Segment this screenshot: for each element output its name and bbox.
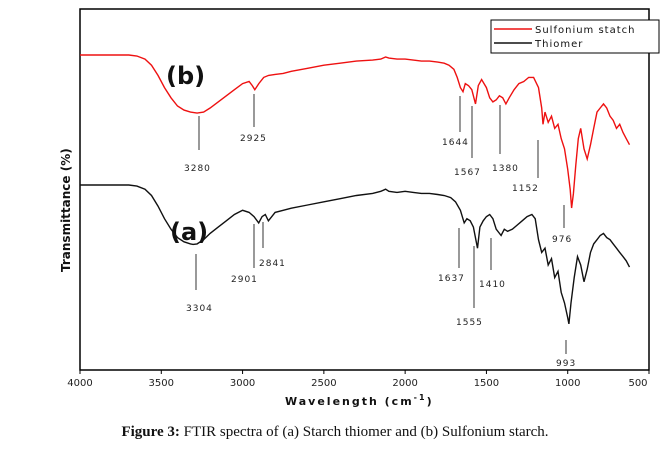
peak-label-2925: 2925 bbox=[240, 134, 267, 144]
x-tick-label-3000: 3000 bbox=[230, 378, 255, 389]
x-tick-label-500: 500 bbox=[628, 378, 647, 389]
figure-caption: Figure 3: FTIR spectra of (a) Starch thi… bbox=[0, 424, 670, 441]
peak-label-3304: 3304 bbox=[186, 304, 213, 314]
x-axis-label: Wavelength (cm-1) bbox=[285, 393, 434, 408]
caption-label: Figure 3: bbox=[121, 424, 180, 440]
peak-label-993: 993 bbox=[556, 359, 576, 369]
panel-label-a: (a) bbox=[170, 218, 208, 246]
peak-label-1380: 1380 bbox=[492, 164, 519, 174]
y-axis-label: Transmittance (%) bbox=[59, 148, 73, 272]
caption-text: FTIR spectra of (a) Starch thiomer and (… bbox=[179, 424, 549, 440]
peak-label-1555: 1555 bbox=[456, 318, 483, 328]
x-axis-ticks: 4000 3500 3000 2500 2000 1500 1000 500 bbox=[67, 370, 650, 389]
legend-label-thiomer: Thiomer bbox=[534, 39, 583, 50]
legend: Sulfonium statch Thiomer bbox=[490, 19, 660, 54]
x-tick-label-2000: 2000 bbox=[392, 378, 417, 389]
peak-label-1637: 1637 bbox=[438, 274, 465, 284]
series-line-thiomer bbox=[80, 184, 631, 325]
x-tick-label-2500: 2500 bbox=[311, 378, 336, 389]
x-tick-label-4000: 4000 bbox=[67, 378, 92, 389]
peak-label-1152: 1152 bbox=[512, 184, 539, 194]
peak-label-2841: 2841 bbox=[259, 259, 286, 269]
peak-label-976: 976 bbox=[552, 235, 572, 245]
x-tick-label-3500: 3500 bbox=[149, 378, 174, 389]
plot-frame bbox=[79, 8, 650, 371]
peak-label-1567: 1567 bbox=[454, 168, 481, 178]
legend-label-sulfonium: Sulfonium statch bbox=[535, 25, 636, 36]
panel-label-b: (b) bbox=[166, 62, 205, 90]
peak-annotations-b: 3280 2925 1644 1567 1380 1152 976 bbox=[184, 94, 572, 245]
peak-label-1644: 1644 bbox=[442, 138, 469, 148]
x-axis-label-close: ) bbox=[427, 395, 434, 408]
peak-annotations-a: 3304 2901 2841 1637 1555 1410 993 bbox=[186, 222, 576, 369]
x-tick-label-1500: 1500 bbox=[474, 378, 499, 389]
peak-label-3280: 3280 bbox=[184, 164, 211, 174]
legend-box bbox=[490, 19, 660, 54]
x-axis-label-main: Wavelength (cm bbox=[285, 395, 414, 408]
peak-label-2901: 2901 bbox=[231, 275, 258, 285]
x-tick-label-1000: 1000 bbox=[555, 378, 580, 389]
x-axis-label-sup: -1 bbox=[414, 393, 427, 402]
peak-label-1410: 1410 bbox=[479, 280, 506, 290]
series-line-sulfonium bbox=[80, 54, 631, 209]
